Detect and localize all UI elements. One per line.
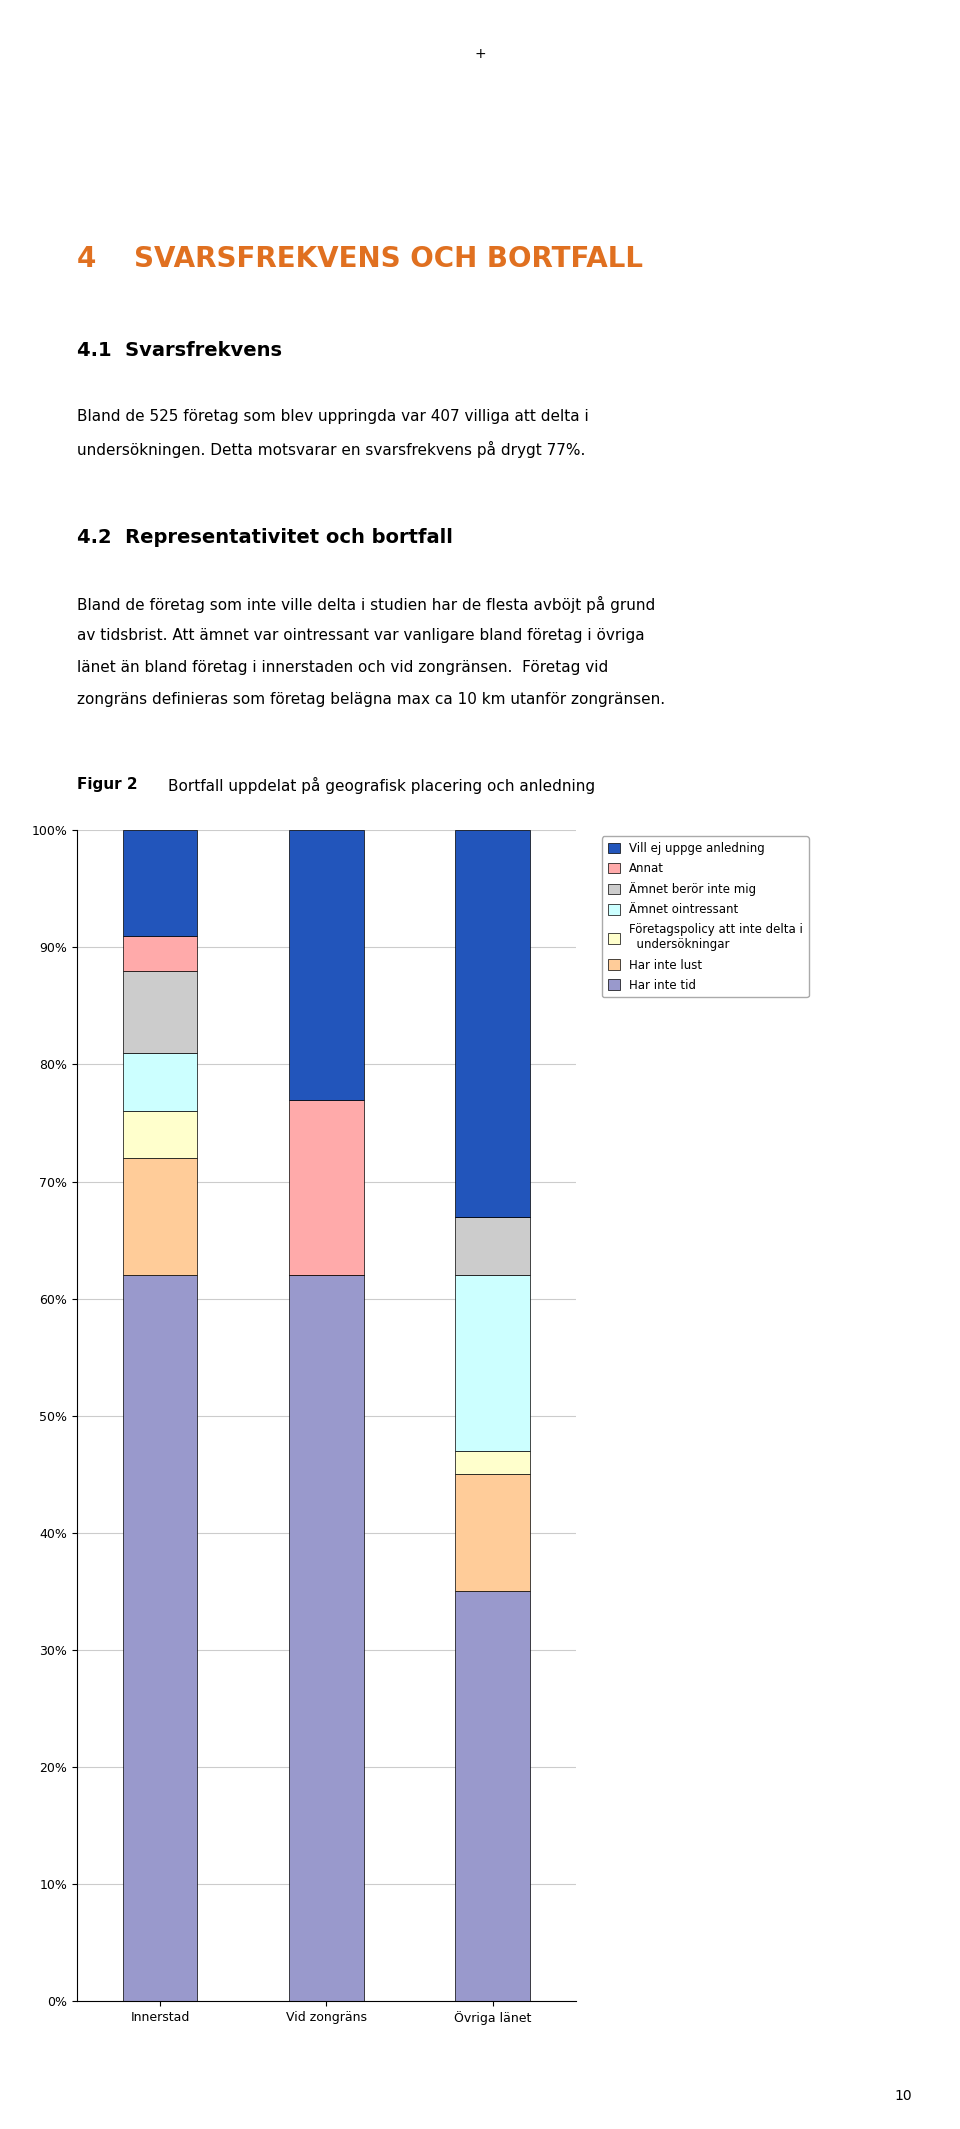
Bar	[455, 830, 530, 1216]
Text: undersökningen. Detta motsvarar en svarsfrekvens på drygt 77%.: undersökningen. Detta motsvarar en svars…	[77, 441, 586, 458]
Text: av tidsbrist. Att ämnet var ointressant var vanligare bland företag i övriga: av tidsbrist. Att ämnet var ointressant …	[77, 628, 644, 643]
Text: 4.2  Representativitet och bortfall: 4.2 Representativitet och bortfall	[77, 528, 453, 547]
Text: SVARSFREKVENS OCH BORTFALL: SVARSFREKVENS OCH BORTFALL	[134, 245, 643, 273]
Bar	[455, 1275, 530, 1450]
Bar	[123, 1111, 198, 1158]
Text: +: +	[474, 47, 486, 62]
Text: 10: 10	[895, 2089, 912, 2103]
Text: Figur 2: Figur 2	[77, 777, 137, 792]
Text: länet än bland företag i innerstaden och vid zongränsen.  Företag vid: länet än bland företag i innerstaden och…	[77, 660, 608, 675]
Bar	[289, 1275, 364, 2001]
Legend: Vill ej uppge anledning, Annat, Ämnet berör inte mig, Ämnet ointressant, Företag: Vill ej uppge anledning, Annat, Ämnet be…	[602, 837, 809, 999]
Bar	[123, 1158, 198, 1275]
Text: Bortfall uppdelat på geografisk placering och anledning: Bortfall uppdelat på geografisk placerin…	[168, 777, 595, 794]
Text: zongräns definieras som företag belägna max ca 10 km utanför zongränsen.: zongräns definieras som företag belägna …	[77, 692, 665, 707]
Bar	[289, 830, 364, 1099]
Bar	[289, 1099, 364, 1275]
Bar	[123, 830, 198, 935]
Bar	[123, 1052, 198, 1111]
Text: 4: 4	[77, 245, 96, 273]
Bar	[123, 935, 198, 971]
Bar	[455, 1473, 530, 1590]
Text: Bland de 525 företag som blev uppringda var 407 villiga att delta i: Bland de 525 företag som blev uppringda …	[77, 409, 588, 424]
Bar	[123, 1275, 198, 2001]
Bar	[455, 1216, 530, 1275]
Bar	[455, 1590, 530, 2001]
Text: 4.1  Svarsfrekvens: 4.1 Svarsfrekvens	[77, 341, 282, 360]
Bar	[123, 971, 198, 1052]
Text: Bland de företag som inte ville delta i studien har de flesta avböjt på grund: Bland de företag som inte ville delta i …	[77, 596, 655, 613]
Bar	[455, 1452, 530, 1473]
